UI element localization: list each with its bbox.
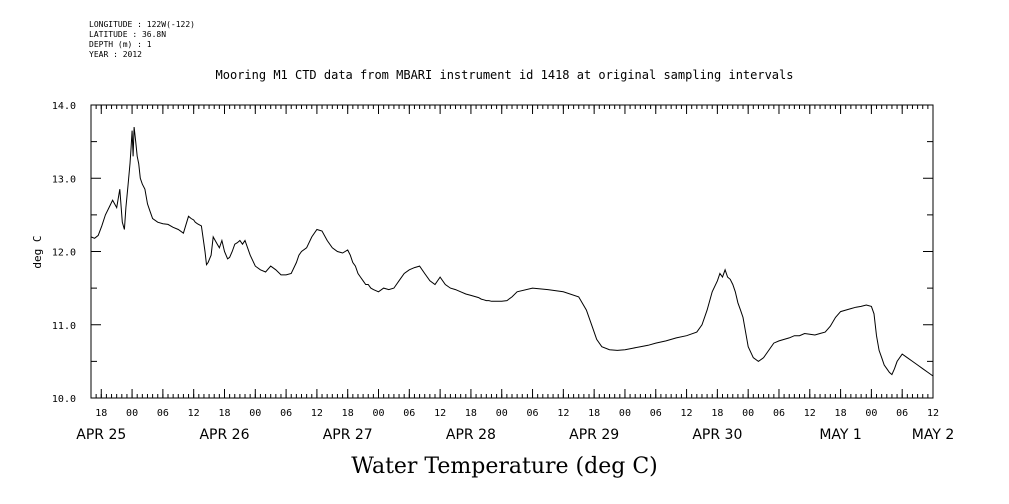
x-day-label: APR 25: [76, 427, 126, 443]
x-tick-label: 00: [249, 408, 261, 419]
x-tick-label: 06: [403, 408, 415, 419]
y-tick-label: 14.0: [52, 101, 76, 112]
x-day-label: MAY 1: [819, 427, 861, 443]
chart-title: Mooring M1 CTD data from MBARI instrumen…: [215, 68, 794, 82]
tick-group: [90, 104, 934, 399]
tick-label-group: 18 00 06 12 18 00 06 12 18 00 06 12 18 00 06 12 18 00 06 12…: [52, 101, 954, 443]
y-axis-label: deg C: [31, 235, 44, 268]
x-tick-label: 12: [927, 408, 939, 419]
x-day-label: APR 30: [692, 427, 742, 443]
x-tick-label: 12: [434, 408, 446, 419]
x-tick-label: 00: [865, 408, 877, 419]
x-day-label: APR 26: [199, 427, 249, 443]
x-day-label: MAY 2: [912, 427, 954, 443]
x-day-label: APR 28: [446, 427, 496, 443]
plot-frame: [90, 104, 934, 399]
y-tick-label: 13.0: [52, 174, 76, 185]
x-day-label: APR 27: [323, 427, 373, 443]
x-tick-label: 00: [126, 408, 138, 419]
x-tick-label: 12: [681, 408, 693, 419]
x-tick-label: 18: [588, 408, 600, 419]
x-tick-label: 00: [742, 408, 754, 419]
x-axis-label: Water Temperature (deg C): [351, 454, 658, 479]
x-tick-label: 18: [711, 408, 723, 419]
depth-text: DEPTH (m) : 1: [89, 40, 152, 49]
x-tick-label: 06: [527, 408, 539, 419]
x-tick-label: 00: [372, 408, 384, 419]
x-tick-label: 18: [835, 408, 847, 419]
x-tick-label: 00: [619, 408, 631, 419]
y-tick-label: 11.0: [52, 321, 76, 332]
x-tick-label: 12: [311, 408, 323, 419]
x-tick-label: 06: [896, 408, 908, 419]
x-tick-label: 06: [650, 408, 662, 419]
x-tick-label: 06: [280, 408, 292, 419]
latitude-text: LATITUDE : 36.8N: [89, 30, 167, 39]
year-text: YEAR : 2012: [89, 50, 142, 59]
x-tick-label: 18: [465, 408, 477, 419]
x-tick-label: 18: [218, 408, 230, 419]
x-day-label: APR 29: [569, 427, 619, 443]
x-tick-label: 12: [804, 408, 816, 419]
water-temperature-line: [90, 126, 934, 377]
x-tick-label: 18: [95, 408, 107, 419]
metadata-block: LONGITUDE : 122W(-122) LATITUDE : 36.8N …: [89, 20, 195, 60]
x-tick-label: 12: [188, 408, 200, 419]
x-tick-label: 06: [773, 408, 785, 419]
x-tick-label: 12: [557, 408, 569, 419]
longitude-text: LONGITUDE : 122W(-122): [89, 20, 195, 29]
x-tick-label: 18: [342, 408, 354, 419]
y-tick-label: 10.0: [52, 394, 76, 405]
y-tick-label: 12.0: [52, 248, 76, 259]
x-tick-label: 06: [157, 408, 169, 419]
x-tick-label: 00: [496, 408, 508, 419]
